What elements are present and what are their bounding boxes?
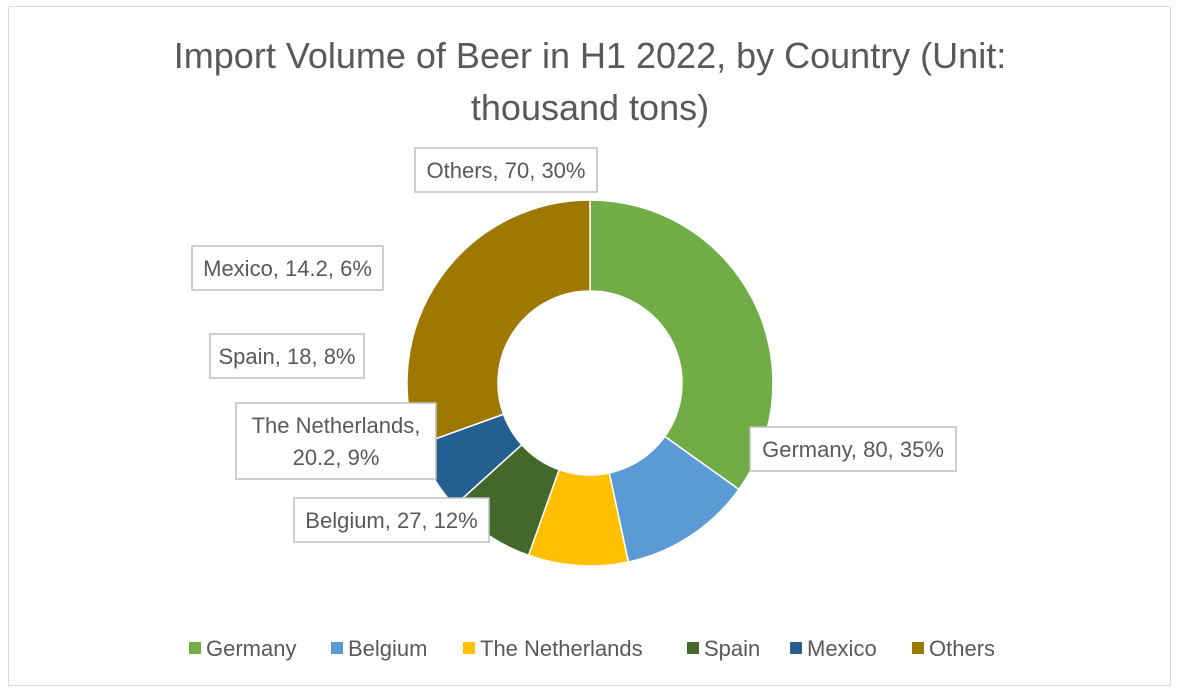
data-label-text: Germany, 80, 35% <box>762 437 944 462</box>
legend-item-the-netherlands: The Netherlands <box>463 636 643 661</box>
data-label-text: Others, 70, 30% <box>427 158 586 183</box>
legend-label: Spain <box>704 636 760 661</box>
chart-frame <box>8 6 1171 686</box>
data-label-germany: Germany, 80, 35% <box>749 426 957 472</box>
legend-swatch <box>790 642 802 654</box>
data-label-the-netherlands: The Netherlands, 20.2, 9% <box>235 402 437 480</box>
legend-swatch <box>912 642 924 654</box>
legend-swatch <box>189 642 201 654</box>
legend-label: Others <box>929 636 995 661</box>
data-label-others: Others, 70, 30% <box>414 147 598 193</box>
data-label-mexico: Mexico, 14.2, 6% <box>191 245 384 291</box>
data-label-text: 20.2, 9% <box>293 445 380 470</box>
data-label-belgium: Belgium, 27, 12% <box>293 497 490 543</box>
legend-label: Germany <box>206 636 296 661</box>
legend-item-spain: Spain <box>687 636 760 661</box>
legend-item-belgium: Belgium <box>331 636 427 661</box>
legend-swatch <box>331 642 343 654</box>
legend-label: The Netherlands <box>480 636 643 661</box>
legend-item-others: Others <box>912 636 995 661</box>
legend-item-mexico: Mexico <box>790 636 877 661</box>
legend-swatch <box>687 642 699 654</box>
chart-title: Import Volume of Beer in H1 2022, by Cou… <box>173 35 1007 128</box>
slice-germany <box>589 199 774 491</box>
data-label-text: Mexico, 14.2, 6% <box>203 256 372 281</box>
legend-label: Mexico <box>807 636 877 661</box>
data-label-text: Belgium, 27, 12% <box>305 508 477 533</box>
data-label-text: The Netherlands, <box>252 413 421 438</box>
data-label-text: Spain, 18, 8% <box>219 344 356 369</box>
legend-label: Belgium <box>348 636 427 661</box>
legend-item-germany: Germany <box>189 636 296 661</box>
legend-swatch <box>463 642 475 654</box>
data-label-spain: Spain, 18, 8% <box>209 333 365 379</box>
slice-others <box>406 199 591 447</box>
